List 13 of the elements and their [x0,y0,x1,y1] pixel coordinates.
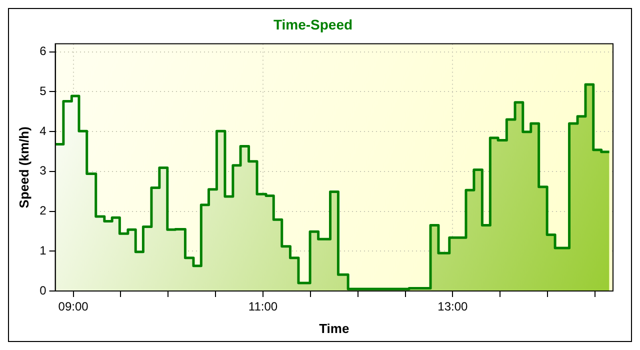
chart-title: Time-Speed [273,16,353,32]
y-tick-label: 5 [40,84,47,98]
y-tick-label: 3 [40,164,47,178]
x-tick-label: 11:00 [248,300,278,314]
x-axis-title: Time [319,320,350,336]
y-tick-label: 1 [40,243,47,258]
y-tick-label: 6 [40,44,47,58]
y-axis-title: Speed (km/h) [16,126,32,208]
y-tick-label: 0 [40,283,47,298]
x-tick-label: 13:00 [438,300,468,314]
y-tick-label: 4 [40,124,47,138]
y-tick-label: 2 [40,204,47,218]
x-tick-label: 09:00 [58,300,89,314]
